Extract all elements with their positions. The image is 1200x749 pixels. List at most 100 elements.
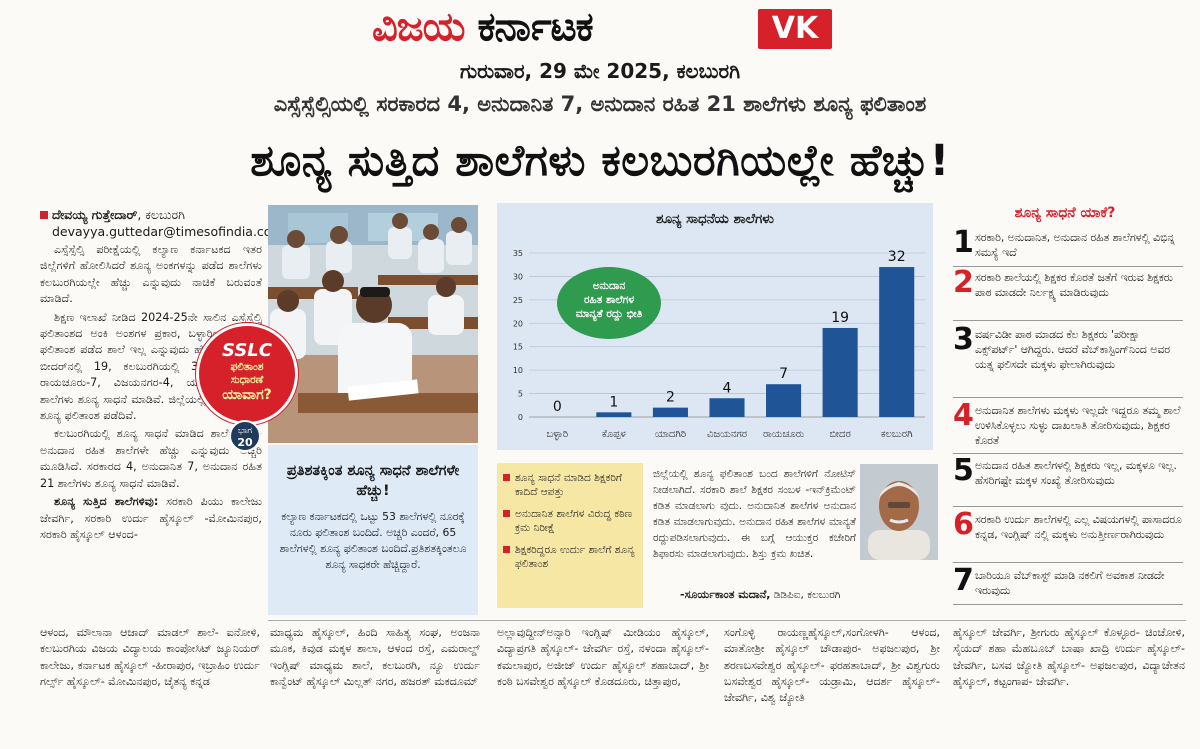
badge-line3: ಯಾವಾಗ? [222, 387, 272, 403]
portrait-illustration [860, 464, 938, 560]
key-point: ಶಿಕ್ಷಕರಿದ್ದರೂ ಉರ್ದು ಶಾಲೆಗೆ ಶೂನ್ಯ ಫಲಿತಾಂಶ [503, 543, 637, 571]
why-item-number: 3 [953, 322, 974, 357]
bottom-column-5: ಹೈಸ್ಕೂಲ್ ಜೇವರ್ಗಿ, ಶ್ರೀಗುರು ಹೈಸ್ಕೂಲ್ ಕೊಳ್… [953, 626, 1185, 688]
bullet-icon [503, 510, 510, 517]
photo-illustration [268, 205, 478, 443]
why-item-number: 4 [953, 398, 974, 433]
data-label-5: 19 [831, 310, 849, 326]
chart-callout: ಅನುದಾನ ರಹಿತ ಶಾಲೆಗಳ ಮಾನ್ಯತೆ ರದ್ದು ಭೀತಿ [557, 267, 661, 339]
y-tick-label: 5 [518, 390, 523, 399]
why-item-6: 6 ಸರಕಾರಿ ಉರ್ದು ಶಾಲೆಗಳಲ್ಲಿ ಎಲ್ಲ ವಿಷಯಗಳಲ್ಲಿ… [953, 508, 1183, 563]
bar-3 [709, 398, 745, 417]
data-label-4: 7 [779, 366, 788, 382]
why-item-number: 5 [953, 453, 974, 488]
chart-title: ಶೂನ್ಯ ಸಾಧನೆಯ ಶಾಲೆಗಳು [656, 211, 774, 227]
callout-line2: ರಹಿತ ಶಾಲೆಗಳ [584, 294, 634, 306]
byline-name: ದೇವಯ್ಯ ಗುತ್ತೇದಾರ್ [52, 207, 138, 222]
why-item-3: 3 ವರ್ಷವಿಡೀ ಪಾಠ ಮಾಡದ ಕೆಲ ಶಿಕ್ಷಕರು 'ಪರೀಕ್ಷಾ… [953, 323, 1183, 398]
why-item-number: 6 [953, 507, 974, 542]
x-category-label-3: ವಿಜಯನಗರ [707, 429, 747, 440]
why-item-text: ಅನುದಾನ ರಹಿತ ಶಾಲೆಗಳಲ್ಲಿ ಶಿಕ್ಷಕರು ಇಲ್ಲ, ಮಕ… [975, 459, 1177, 487]
y-tick-label: 10 [513, 366, 523, 375]
bottom-column-3: ಅಲ್ಲಾವುದ್ದೀನ್‌ಅನ್ಸಾರಿ ಇಂಗ್ಲಿಷ್ ಮೀಡಿಯಂ ಹೈ… [497, 626, 709, 688]
data-label-0: 0 [553, 399, 562, 415]
data-label-2: 2 [666, 390, 675, 406]
data-label-1: 1 [609, 394, 618, 410]
official-quote: ಜಿಲ್ಲೆಯಲ್ಲಿ ಶೂನ್ಯ ಫಲಿತಾಂಶ ಬಂದ ಶಾಲೆಗಳಿಗೆ … [653, 468, 856, 560]
x-category-label-1: ಕೊಪ್ಪಳ [602, 429, 626, 440]
why-item-text: ಸರಕಾರಿ, ಅನುದಾನಿತ, ಅನುದಾನ ರಹಿತ ಶಾಲೆಗಳಲ್ಲಿ… [975, 231, 1175, 259]
why-item-text: ವರ್ಷವಿಡೀ ಪಾಠ ಮಾಡದ ಕೆಲ ಶಿಕ್ಷಕರು 'ಪರೀಕ್ಷಾ … [975, 328, 1170, 371]
x-category-label-6: ಕಲಬುರಗಿ [881, 429, 913, 440]
y-tick-label: 20 [513, 319, 523, 328]
vk-badge: VK [758, 9, 832, 49]
byline: ದೇವಯ್ಯ ಗುತ್ತೇದಾರ್, ಕಲಬುರಗಿ devayya.gutte… [40, 206, 284, 240]
part-label: ಭಾಗ [237, 426, 253, 436]
byline-email: devayya.guttedar@timesofindia.com [52, 224, 284, 239]
why-item-2: 2 ಸರಕಾರಿ ಶಾಲೆಯಲ್ಲಿ ಶಿಕ್ಷಕರ ಕೊರತೆ ಜತೆಗೆ ಇರ… [953, 266, 1183, 321]
key-point-text: ಶೂನ್ಯ ಸಾಧನೆ ಮಾಡಿದ ಶಿಕ್ಷಕರಿಗೆ ಕಾದಿದೆ ಆಪತ್… [515, 472, 622, 498]
why-item-1: 1 ಸರಕಾರಿ, ಅನುದಾನಿತ, ಅನುದಾನ ರಹಿತ ಶಾಲೆಗಳಲ್ಲ… [953, 226, 1183, 267]
newspaper-logo: ವಿಜಯ ಕರ್ನಾಟಕ [372, 4, 594, 50]
x-category-label-4: ರಾಯಚೂರು [763, 429, 804, 440]
article-paragraph: ಕಲಬುರಗಿಯಲ್ಲಿ ಶೂನ್ಯ ಸಾಧನೆ ಮಾಡಿದ ಶಾಲೆಗಳ ಪೈ… [40, 427, 262, 490]
x-category-label-5: ಬೀದರ [829, 429, 850, 440]
key-point: ಶೂನ್ಯ ಸಾಧನೆ ಮಾಡಿದ ಶಿಕ್ಷಕರಿಗೆ ಕಾದಿದೆ ಆಪತ್… [503, 471, 637, 499]
info-box: ಪ್ರತಿಶತಕ್ಕಿಂತ ಶೂನ್ಯ ಸಾಧನೆ ಶಾಲೆಗಳೇ ಹೆಚ್ಚು… [268, 445, 478, 615]
badge-line2: ಸುಧಾರಣೆ [230, 374, 264, 386]
y-tick-label: 35 [513, 249, 523, 258]
bar-5 [822, 327, 858, 417]
quote-author-role: ಡಿಡಿಪಿಐ, ಕಲಬುರಗಿ [770, 589, 841, 601]
callout-bubble [557, 267, 661, 339]
zero-result-bar-chart: 0 5 10 15 20 25 30 35 0 1 2 4 7 19 32 ಬಳ್ಳಾರಿ ಕೊಪ್ಪಳ ಯಾ… [513, 249, 925, 441]
key-point-text: ಅನುದಾನಿತ ಶಾಲೆಗಳ ವಿರುದ್ಧ ಕಠಿಣ ಕ್ರಮ ನಿರೀಕ್… [515, 508, 633, 534]
quote-author: -ಸೂರ್ಯಕಾಂತ ಮದಾನೆ, [680, 588, 771, 601]
bullet-icon [503, 474, 510, 481]
byline-place: , ಕಲಬುರಗಿ [137, 207, 185, 222]
x-category-label-0: ಬಳ್ಳಾರಿ [546, 429, 568, 441]
why-item-4: 4 ಅನುದಾನಿತ ಶಾಲೆಗಳು ಮಕ್ಕಳು ಇಲ್ಲದೇ ಇದ್ದರೂ ತ… [953, 399, 1183, 454]
callout-line1: ಅನುದಾನ [593, 280, 626, 292]
sslc-label: SSLC [222, 340, 272, 361]
bottom-column-2: ಮಾಧ್ಯಮ ಹೈಸ್ಕೂಲ್, ಹಿಂದಿ ಸಾಹಿತ್ಯ ಸಂಘ, ಅಂಜನ… [270, 626, 480, 688]
data-label-3: 4 [723, 380, 732, 396]
callout-line3: ಮಾನ್ಯತೆ ರದ್ದು ಭೀತಿ [576, 308, 643, 322]
info-box-heading: ಪ್ರತಿಶತಕ್ಕಿಂತ ಶೂನ್ಯ ಸಾಧನೆ ಶಾಲೆಗಳೇ ಹೆಚ್ಚು… [286, 463, 460, 499]
why-item-number: 2 [953, 265, 974, 300]
why-item-number: 1 [953, 225, 974, 260]
main-headline: ಶೂನ್ಯ ಸುತ್ತಿದ ಶಾಲೆಗಳು ಕಲಬುರಗಿಯಲ್ಲೇ ಹೆಚ್ಚ… [250, 136, 950, 186]
quote-signature: -ಸೂರ್ಯಕಾಂತ ಮದಾನೆ, ಡಿಡಿಪಿಐ, ಕಲಬುರಗಿ [680, 588, 950, 602]
bullet-icon [503, 546, 510, 553]
chart-data-labels: 0 1 2 4 7 19 32 [553, 249, 906, 415]
why-item-7: 7 ಬಾರಿಯೂ ವೆಬ್‌ಕಾಸ್ಟ್‌ ಮಾಡಿ ನಕಲಿಗೆ ಅವಕಾಶ ನ… [953, 564, 1183, 605]
bottom-column-4: ಸಂಗೊಳ್ಳಿ ರಾಯಣ್ಣಹೈಸ್ಕೂಲ್,ಸಂಗೋಳಗಿ- ಆಳಂದ, ಮ… [724, 626, 940, 705]
series-part-badge: ಭಾಗ 20 [229, 420, 261, 452]
logo-part2: ಕರ್ನಾಟಕ [477, 4, 593, 50]
chart-x-axis: ಬಳ್ಳಾರಿ ಕೊಪ್ಪಳ ಯಾದಗಿರಿ ವಿಜಯನಗರ ರಾಯಚೂರು ಬೀದರ ಕಲ… [546, 429, 913, 441]
bar-4 [766, 384, 802, 417]
bar-6 [879, 267, 915, 417]
why-item-text: ಬಾರಿಯೂ ವೆಬ್‌ಕಾಸ್ಟ್‌ ಮಾಡಿ ನಕಲಿಗೆ ಅವಕಾಶ ನೀ… [975, 569, 1165, 597]
dateline: ಗುರುವಾರ, 29 ಮೇ 2025, ಕಲಬುರಗಿ [459, 59, 741, 83]
key-points-box: ಶೂನ್ಯ ಸಾಧನೆ ಮಾಡಿದ ಶಿಕ್ಷಕರಿಗೆ ಕಾದಿದೆ ಆಪತ್… [497, 463, 643, 608]
bottom-column-1: ಆಳಂದ, ಮೌಲಾನಾ ಆಜಾದ್ ಮಾಡಲ್ ಶಾಲೆ- ಐನೋಳಿ, ಕಲ… [40, 626, 260, 688]
badge-line1: ಫಲಿತಾಂಶ [230, 361, 264, 373]
why-item-text: ಅನುದಾನಿತ ಶಾಲೆಗಳು ಮಕ್ಕಳು ಇಲ್ಲದೇ ಇದ್ದರೂ ತಮ… [975, 404, 1181, 447]
official-portrait [860, 464, 938, 560]
bar-1 [596, 412, 632, 417]
chart-bars [596, 267, 915, 417]
part-number: 20 [237, 436, 253, 449]
why-item-text: ಸರಕಾರಿ ಶಾಲೆಯಲ್ಲಿ ಶಿಕ್ಷಕರ ಕೊರತೆ ಜತೆಗೆ ಇರು… [975, 271, 1173, 299]
data-label-6: 32 [888, 249, 906, 265]
school-list-lead: ಶೂನ್ಯ ಸುತ್ತಿದ ಶಾಲೆಗಳಿವು: [54, 495, 159, 509]
bar-2 [652, 407, 688, 417]
logo-part1: ವಿಜಯ [372, 4, 466, 50]
y-tick-label: 0 [518, 413, 523, 422]
students-exam-photo [268, 205, 478, 443]
school-list-text: ಸರಕಾರಿ ಪಿಯು ಕಾಲೇಜು ಜೇವರ್ಗಿ, ಸರಕಾರಿ ಉರ್ದು… [40, 495, 262, 541]
y-tick-label: 30 [513, 272, 523, 281]
masthead: ವಿಜಯ ಕರ್ನಾಟಕ VK [0, 0, 1200, 54]
key-point: ಅನುದಾನಿತ ಶಾಲೆಗಳ ವಿರುದ್ಧ ಕಠಿಣ ಕ್ರಮ ನಿರೀಕ್… [503, 507, 637, 535]
info-box-body: ಕಲ್ಯಾಣ ಕರ್ನಾಟಕದಲ್ಲಿ ಒಟ್ಟು 53 ಶಾಲೆಗಳಲ್ಲಿ … [279, 510, 467, 571]
chart-y-axis: 0 5 10 15 20 25 30 35 [513, 249, 523, 422]
